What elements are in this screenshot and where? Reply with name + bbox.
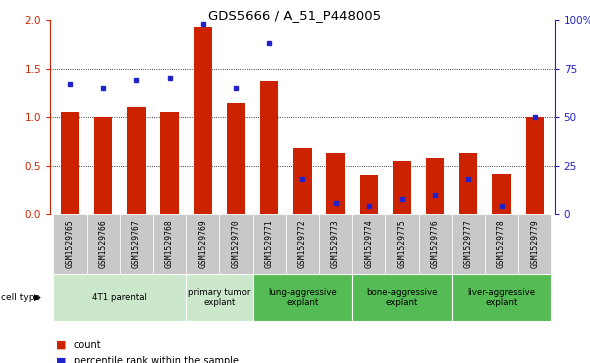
Text: GSM1529768: GSM1529768 xyxy=(165,220,174,269)
Bar xyxy=(452,214,485,274)
Bar xyxy=(452,274,551,321)
Bar xyxy=(286,214,319,274)
Text: GSM1529772: GSM1529772 xyxy=(298,220,307,269)
Text: percentile rank within the sample: percentile rank within the sample xyxy=(74,356,239,363)
Text: lung-aggressive
explant: lung-aggressive explant xyxy=(268,288,337,307)
Text: GSM1529775: GSM1529775 xyxy=(398,220,407,269)
Bar xyxy=(186,214,219,274)
Text: bone-aggressive
explant: bone-aggressive explant xyxy=(366,288,438,307)
Text: liver-aggressive
explant: liver-aggressive explant xyxy=(467,288,536,307)
Bar xyxy=(54,274,186,321)
Bar xyxy=(87,214,120,274)
Bar xyxy=(352,274,452,321)
Bar xyxy=(219,214,253,274)
Bar xyxy=(160,112,179,214)
Bar xyxy=(61,112,79,214)
Text: GSM1529771: GSM1529771 xyxy=(265,220,274,269)
Text: GSM1529776: GSM1529776 xyxy=(431,220,440,269)
Bar xyxy=(393,161,411,214)
Bar xyxy=(194,27,212,214)
Text: count: count xyxy=(74,340,101,350)
Bar xyxy=(352,214,385,274)
Text: 4T1 parental: 4T1 parental xyxy=(93,293,148,302)
Text: GSM1529765: GSM1529765 xyxy=(65,220,74,269)
Bar xyxy=(186,274,253,321)
Bar xyxy=(426,158,444,214)
Text: ■: ■ xyxy=(56,340,67,350)
Bar xyxy=(518,214,551,274)
Bar xyxy=(360,175,378,214)
Text: GSM1529774: GSM1529774 xyxy=(364,220,373,269)
Bar xyxy=(385,214,418,274)
Text: ■: ■ xyxy=(56,356,67,363)
Bar xyxy=(485,214,518,274)
Bar xyxy=(260,81,278,214)
Bar xyxy=(493,174,510,214)
Text: GSM1529778: GSM1529778 xyxy=(497,220,506,269)
Text: GSM1529773: GSM1529773 xyxy=(331,220,340,269)
Bar xyxy=(227,103,245,214)
Text: GDS5666 / A_51_P448005: GDS5666 / A_51_P448005 xyxy=(208,9,382,22)
Text: GSM1529779: GSM1529779 xyxy=(530,220,539,269)
Bar xyxy=(253,214,286,274)
Text: GSM1529777: GSM1529777 xyxy=(464,220,473,269)
Bar xyxy=(319,214,352,274)
Text: GSM1529766: GSM1529766 xyxy=(99,220,108,269)
Bar xyxy=(120,214,153,274)
Bar xyxy=(326,153,345,214)
Bar xyxy=(418,214,452,274)
Text: ▶: ▶ xyxy=(34,293,41,302)
Bar xyxy=(459,153,477,214)
Bar xyxy=(54,214,87,274)
Text: cell type: cell type xyxy=(1,293,40,302)
Bar xyxy=(127,107,146,214)
Bar xyxy=(153,214,186,274)
Text: GSM1529770: GSM1529770 xyxy=(231,220,241,269)
Bar xyxy=(253,274,352,321)
Bar xyxy=(94,117,112,214)
Text: primary tumor
explant: primary tumor explant xyxy=(188,288,251,307)
Bar xyxy=(293,148,312,214)
Bar xyxy=(526,117,544,214)
Text: GSM1529767: GSM1529767 xyxy=(132,220,141,269)
Text: GSM1529769: GSM1529769 xyxy=(198,220,207,269)
